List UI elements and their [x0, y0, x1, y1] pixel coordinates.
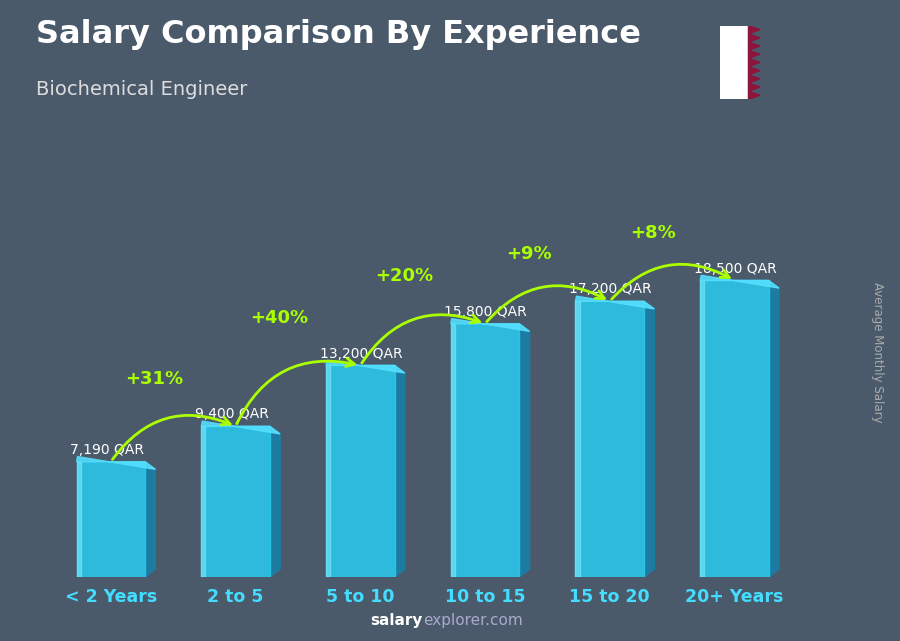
Bar [720, 26, 749, 99]
Bar [575, 301, 644, 577]
Polygon shape [769, 281, 779, 577]
Text: +40%: +40% [250, 309, 309, 327]
Bar [76, 462, 81, 577]
Bar [202, 426, 270, 577]
Polygon shape [749, 50, 760, 58]
Text: 7,190 QAR: 7,190 QAR [70, 443, 144, 457]
Bar [326, 365, 394, 577]
Text: +31%: +31% [125, 370, 184, 388]
Polygon shape [394, 365, 405, 577]
Bar [700, 281, 769, 577]
Polygon shape [700, 276, 779, 288]
Polygon shape [749, 26, 760, 34]
Text: Biochemical Engineer: Biochemical Engineer [36, 80, 248, 99]
Polygon shape [749, 75, 760, 83]
Polygon shape [519, 324, 529, 577]
Text: salary: salary [371, 613, 423, 628]
Polygon shape [202, 421, 280, 434]
Text: +9%: +9% [506, 245, 552, 263]
Bar [326, 365, 330, 577]
Polygon shape [644, 301, 654, 577]
Text: 17,200 QAR: 17,200 QAR [569, 283, 652, 296]
Bar [451, 324, 454, 577]
Polygon shape [749, 67, 760, 75]
Polygon shape [575, 296, 654, 309]
Text: Average Monthly Salary: Average Monthly Salary [871, 282, 884, 423]
Polygon shape [270, 426, 280, 577]
Polygon shape [749, 83, 760, 91]
Text: +8%: +8% [631, 224, 676, 242]
Text: 18,500 QAR: 18,500 QAR [694, 262, 777, 276]
Polygon shape [749, 42, 760, 50]
Text: 15,800 QAR: 15,800 QAR [445, 305, 527, 319]
Text: 9,400 QAR: 9,400 QAR [195, 408, 269, 422]
Text: +20%: +20% [375, 267, 433, 285]
Polygon shape [749, 34, 760, 42]
Bar [202, 426, 205, 577]
Bar [451, 324, 519, 577]
Text: explorer.com: explorer.com [423, 613, 523, 628]
Polygon shape [749, 91, 760, 99]
Polygon shape [749, 58, 760, 67]
Bar [700, 281, 705, 577]
Polygon shape [451, 319, 529, 331]
Polygon shape [326, 360, 405, 373]
Polygon shape [76, 456, 156, 469]
Text: 13,200 QAR: 13,200 QAR [320, 347, 402, 360]
Bar [575, 301, 580, 577]
Bar [76, 462, 145, 577]
Text: Salary Comparison By Experience: Salary Comparison By Experience [36, 19, 641, 50]
Polygon shape [145, 462, 156, 577]
